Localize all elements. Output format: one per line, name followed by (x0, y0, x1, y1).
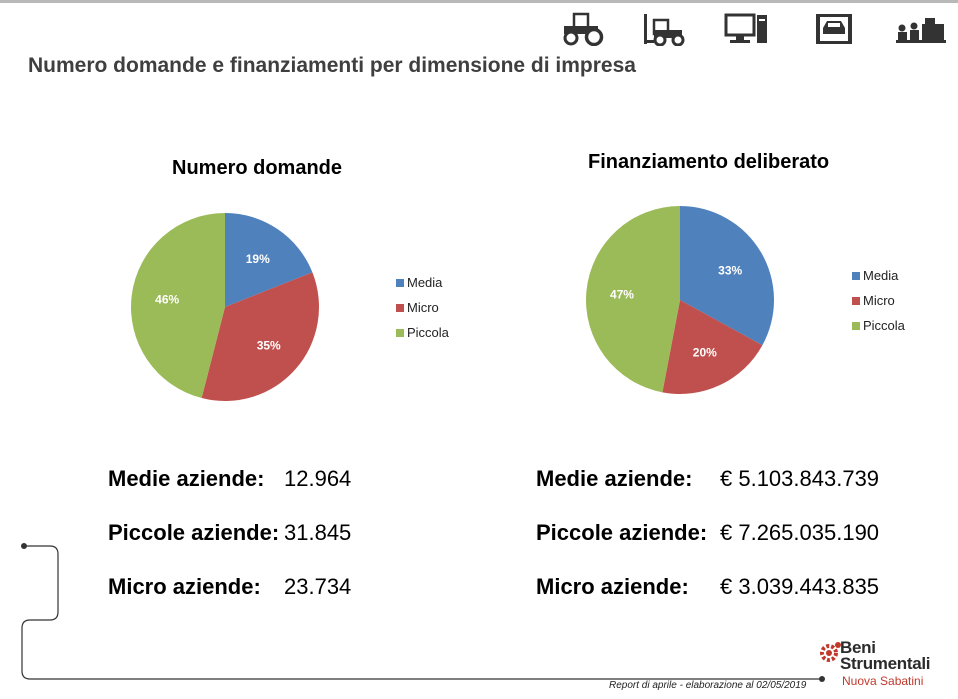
brand-logo: Beni Strumentali Nuova Sabatini (818, 634, 958, 694)
legend-item-micro: Micro (852, 288, 905, 313)
legend-swatch-piccola (396, 328, 404, 337)
legend-label: Piccola (863, 318, 905, 333)
pie-slice-piccola (131, 213, 225, 399)
legend-numero-domande: Media Micro Piccola (396, 270, 449, 345)
legend-swatch-media (396, 278, 404, 287)
workshop-lift-icon (816, 14, 852, 44)
legend-item-piccola: Piccola (396, 320, 449, 345)
brand-name-line2: Strumentali (840, 654, 931, 673)
pie-data-label: 33% (718, 263, 742, 277)
page-title: Numero domande e finanziamenti per dimen… (28, 54, 636, 77)
stat-label: Piccole aziende: (536, 520, 708, 545)
pie-data-label: 35% (257, 339, 281, 353)
chart-title-numero-domande: Numero domande (172, 157, 343, 179)
pie-slice-media (680, 206, 774, 346)
legend-finanziamento-deliberato: Media Micro Piccola (852, 263, 905, 338)
legend-swatch-media (852, 271, 860, 280)
stat-value: 31.845 (284, 520, 352, 545)
forklift-icon (644, 14, 685, 46)
legend-label: Piccola (407, 325, 449, 340)
legend-label: Micro (863, 293, 895, 308)
stat-label: Micro aziende: (108, 574, 261, 599)
stat-value: 12.964 (284, 466, 352, 491)
chart-title-finanziamento-deliberato: Finanziamento deliberato (588, 151, 830, 173)
header-icons (560, 12, 950, 48)
stat-value: € 3.039.443.835 (720, 574, 880, 599)
legend-item-micro: Micro (396, 295, 449, 320)
legend-item-media: Media (852, 263, 905, 288)
legend-label: Micro (407, 300, 439, 315)
workers-icon (896, 18, 946, 43)
legend-swatch-micro (396, 303, 404, 312)
stat-label: Medie aziende: (108, 466, 265, 491)
footer-note: Report di aprile - elaborazione al 02/05… (609, 680, 807, 691)
pie-data-label: 46% (155, 293, 179, 307)
legend-item-piccola: Piccola (852, 313, 905, 338)
stat-label: Piccole aziende: (108, 520, 280, 545)
legend-swatch-piccola (852, 321, 860, 330)
stat-value: 23.734 (284, 574, 352, 599)
stat-label: Micro aziende: (536, 574, 689, 599)
pie-data-label: 20% (693, 346, 717, 360)
pie-chart-numero-domande: 19% 35% 46% (131, 213, 319, 401)
pie-slice-micro (662, 300, 763, 394)
tractor-icon (563, 12, 604, 46)
stat-value: € 5.103.843.739 (720, 466, 880, 491)
pie-slice-piccola (586, 206, 680, 393)
pie-data-label: 47% (610, 288, 634, 302)
stat-value: € 7.265.035.190 (720, 520, 880, 545)
legend-label: Media (407, 275, 443, 290)
pie-slice-media (225, 213, 313, 307)
legend-swatch-micro (852, 296, 860, 305)
stat-label: Medie aziende: (536, 466, 693, 491)
pie-data-label: 19% (246, 252, 270, 266)
top-rule (0, 0, 958, 3)
computer-icon (724, 13, 767, 43)
brand-subtitle: Nuova Sabatini (842, 674, 924, 688)
pie-chart-finanziamento-deliberato: 33% 20% 47% (586, 206, 774, 394)
pie-slice-micro (201, 272, 319, 401)
legend-label: Media (863, 268, 899, 283)
brand-name-line1: Beni (840, 638, 876, 657)
legend-item-media: Media (396, 270, 449, 295)
gear-icon (820, 642, 841, 662)
